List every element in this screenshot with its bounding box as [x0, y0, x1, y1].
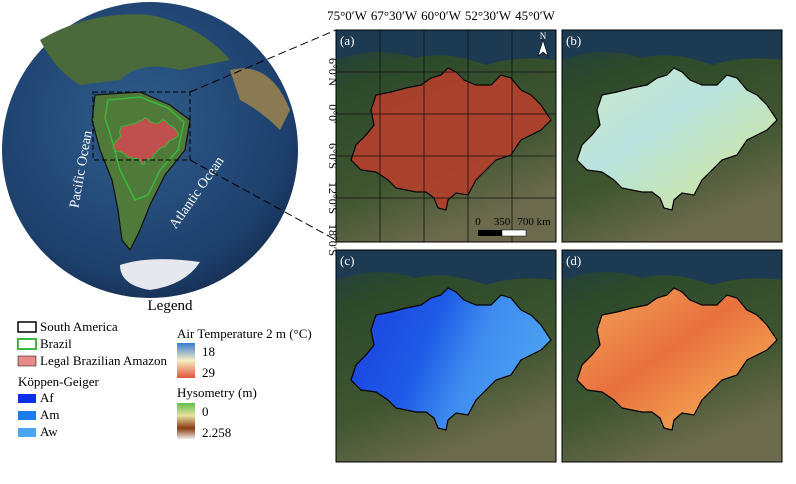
globe: Pacific Ocean Atlantic Ocean [2, 2, 298, 298]
longitude-label: 45°0′W [515, 8, 556, 23]
legend-swatch [17, 355, 37, 367]
legend-label: Aw [40, 424, 58, 439]
longitude-label: 52°30′W [465, 8, 512, 23]
sea [336, 250, 556, 285]
legend-label: South America [40, 319, 118, 334]
latitude-label: 18°0′S [326, 224, 340, 256]
scale-label: 350 [494, 216, 511, 228]
legend-swatch [18, 394, 36, 403]
latitude-label: 0°0′ [326, 104, 340, 124]
latitude-label: 12°0′S [326, 182, 340, 214]
north-arrow [537, 38, 549, 57]
sea [562, 30, 782, 65]
panel-border [561, 29, 783, 243]
scale-bar [501, 229, 527, 237]
brazil-outline [104, 96, 185, 201]
legend-subtitle: Air Temperature 2 m (°C) [177, 326, 312, 341]
zoom-line [189, 159, 337, 241]
panel-label: (c) [340, 253, 354, 268]
longitude-label: 67°30′W [371, 8, 418, 23]
sea [562, 250, 782, 285]
panel-label: (b) [566, 33, 581, 48]
map-panel: (d) [561, 249, 783, 463]
latitude-label: 6°0′S [326, 143, 340, 169]
legend-subtitle: Köppen-Geiger [18, 374, 100, 389]
colorbar [177, 403, 195, 439]
legend-label: Legal Brazilian Amazon [40, 353, 168, 368]
north-america [40, 14, 230, 85]
scale-label: 700 km [517, 216, 551, 228]
latitude-label: 6°0′N [326, 58, 340, 86]
map-panel: N 0 350 700 km (a) [335, 29, 557, 243]
legend-swatch [18, 411, 36, 420]
panels: N 0 350 700 km (a) (b) (c) (d) [335, 29, 783, 463]
antarctica [120, 259, 200, 290]
colorbar-label: 29 [202, 365, 215, 380]
zoom-line [189, 29, 337, 93]
sea [336, 30, 556, 65]
scale-bar [478, 230, 502, 236]
scale-label: 0 [475, 216, 481, 228]
legend-swatch [18, 428, 36, 437]
map-panel: (b) [561, 29, 783, 243]
legend-swatch [17, 338, 37, 350]
zoom-box [92, 91, 191, 161]
legend-title: Legend [148, 298, 193, 314]
colorbar-label: 0 [202, 404, 209, 419]
legend-label: Brazil [40, 336, 72, 351]
north-label: N [540, 31, 547, 41]
panel-label: (d) [566, 253, 581, 268]
longitude-label: 60°0′W [421, 8, 462, 23]
longitude-label: 75°0′W [327, 8, 368, 23]
panel-border [561, 249, 783, 463]
colorbar [177, 343, 195, 378]
legend-label: Af [40, 390, 54, 405]
legend-label: Am [40, 407, 60, 422]
map-panel: (c) [335, 249, 557, 463]
legend-swatch [17, 321, 37, 333]
colorbar-label: 18 [202, 344, 215, 359]
panel-label: (a) [340, 33, 354, 48]
africa [230, 68, 290, 130]
panel-border [335, 29, 557, 243]
legend: Legend South America Brazil Legal Brazil… [17, 298, 312, 440]
panel-border [335, 249, 557, 463]
legend-subtitle: Hysometry (m) [177, 385, 257, 400]
colorbar-label: 2.258 [202, 425, 231, 440]
grid-labels: 75°0′W 67°30′W 60°0′W 52°30′W 45°0′W 6°0′N 0°0… [326, 8, 556, 256]
